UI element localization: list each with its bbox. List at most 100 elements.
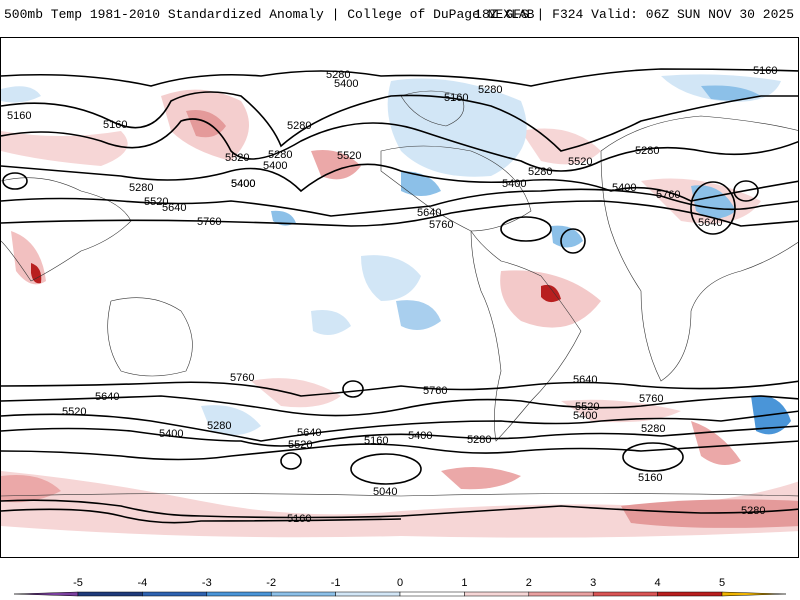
- colorbar-segment: [77, 591, 143, 597]
- map-title: 500mb Temp 1981-2010 Standardized Anomal…: [4, 7, 535, 22]
- contour-label: 5400: [159, 428, 183, 440]
- colorbar-tick-label: 4: [654, 577, 661, 589]
- colorbar-min-extension: [13, 591, 79, 597]
- contour-label: 5400: [502, 178, 526, 190]
- anomaly-warm-region: [31, 263, 42, 284]
- colorbar-segment: [335, 591, 401, 597]
- height-contours: [1, 68, 798, 524]
- colorbar-tick-label: 0: [396, 577, 404, 589]
- anomaly-cold-region: [691, 185, 736, 219]
- header-bar: 500mb Temp 1981-2010 Standardized Anomal…: [0, 0, 800, 36]
- anomaly-cold-region: [387, 78, 527, 177]
- anomaly-warm-region: [691, 421, 741, 465]
- colorbar-tick-label: 1: [461, 577, 468, 589]
- anomaly-cold-region: [396, 300, 441, 330]
- colorbar-segment: [399, 591, 465, 597]
- contour-label: 5280: [467, 434, 491, 446]
- anomaly-cold-region: [701, 85, 761, 101]
- contour-label: 5640: [417, 207, 441, 219]
- colorbar-segment: [592, 591, 658, 597]
- contour-label: 5280: [528, 166, 552, 178]
- contour-label: 5160: [103, 119, 127, 131]
- anomaly-shading: [1, 74, 798, 538]
- contour-label: 5160: [638, 472, 662, 484]
- colorbar-segment: [206, 591, 272, 597]
- colorbar-segment: [657, 591, 723, 597]
- colorbar-strip: [13, 591, 787, 597]
- colorbar-segment: [528, 591, 594, 597]
- contour-label: 5640: [95, 391, 119, 403]
- colorbar-tick-label: 5: [718, 577, 726, 589]
- anomaly-warm-region: [311, 150, 361, 180]
- colorbar-tick-label: -4: [137, 577, 148, 589]
- anomaly-cold-region: [201, 405, 261, 435]
- contour-label: 5040: [373, 486, 397, 498]
- anomaly-cold-region: [401, 171, 441, 196]
- contour-label: 5400: [573, 410, 597, 422]
- contour-label: 5640: [162, 202, 186, 214]
- contour-label: 5160: [753, 65, 777, 77]
- contour-label: 5520: [575, 401, 599, 413]
- contour-label: 5400: [408, 430, 432, 442]
- contour-label: 5280: [207, 420, 231, 432]
- contour-label: 5400: [231, 178, 255, 190]
- colorbar-tick-label: -2: [266, 577, 277, 589]
- anomaly-warm-region: [1, 131, 128, 166]
- contour-label: 5280: [641, 423, 665, 435]
- contour-label: 5280: [326, 69, 350, 81]
- contour-label: 5760: [423, 385, 447, 397]
- contour-label: 5280: [478, 84, 502, 96]
- anomaly-warm-region: [251, 378, 341, 408]
- contour-label: 5640: [573, 374, 597, 386]
- anomaly-cold-region: [361, 255, 421, 301]
- anomaly-colorbar: [0, 568, 800, 600]
- contour-label: 5160: [7, 110, 31, 122]
- contour-label: 5160: [287, 513, 311, 525]
- contour-label: 5520: [62, 406, 86, 418]
- contour-label: 5400: [231, 178, 255, 190]
- colorbar-segment: [270, 591, 336, 597]
- anomaly-warm-region: [541, 284, 561, 303]
- contour-label: 5520: [337, 150, 361, 162]
- contour-label: 5760: [230, 372, 254, 384]
- contour-label: 5760: [639, 393, 663, 405]
- contour-label: 5520: [568, 156, 592, 168]
- model-run-info: 18Z GFS | F324 Valid: 06Z SUN NOV 30 202…: [474, 7, 794, 22]
- anomaly-cold-region: [551, 225, 583, 248]
- contour-label: 5280: [129, 182, 153, 194]
- contour-label: 5280: [741, 505, 765, 517]
- anomaly-cold-region: [1, 86, 41, 103]
- anomaly-warm-region: [441, 467, 521, 490]
- colorbar-segment: [464, 591, 530, 597]
- contour-label: 5280: [268, 149, 292, 161]
- contour-label: 5640: [297, 427, 321, 439]
- contour-label: 5760: [429, 219, 453, 231]
- contour-label: 5760: [656, 189, 680, 201]
- coastlines: [1, 90, 798, 497]
- anomaly-warm-region: [521, 128, 601, 165]
- contour-label: 5640: [698, 217, 722, 229]
- colorbar-segment: [142, 591, 208, 597]
- anomaly-cold-region: [271, 210, 296, 226]
- contour-label: 5520: [225, 152, 249, 164]
- colorbar-tick-label: -1: [330, 577, 341, 589]
- colorbar-max-extension: [721, 591, 787, 597]
- anomaly-cold-region: [311, 310, 351, 335]
- colorbar-tick-label: 2: [525, 577, 532, 589]
- colorbar-tick-label: -3: [201, 577, 212, 589]
- contour-label: 5280: [635, 145, 659, 157]
- contour-label: 5400: [612, 182, 636, 194]
- anomaly-map: 5280 5400 5160 5280 5160 5160 5280 5160 …: [1, 65, 798, 538]
- contour-label: 5400: [263, 160, 287, 172]
- colorbar-tick-label: -5: [73, 577, 83, 589]
- colorbar-tick-label: 3: [590, 577, 597, 589]
- map-panel: 5280 5400 5160 5280 5160 5160 5280 5160 …: [0, 37, 799, 558]
- contour-label: 5520: [144, 196, 168, 208]
- contour-label: 5400: [334, 78, 358, 90]
- contour-label: 5760: [197, 216, 221, 228]
- contour-labels: 5280 5400 5160 5280 5160 5160 5280 5160 …: [7, 65, 777, 525]
- contour-label: 5160: [444, 92, 468, 104]
- contour-label: 5280: [287, 120, 311, 132]
- contour-label: 5520: [288, 439, 312, 451]
- contour-label: 5160: [364, 435, 388, 447]
